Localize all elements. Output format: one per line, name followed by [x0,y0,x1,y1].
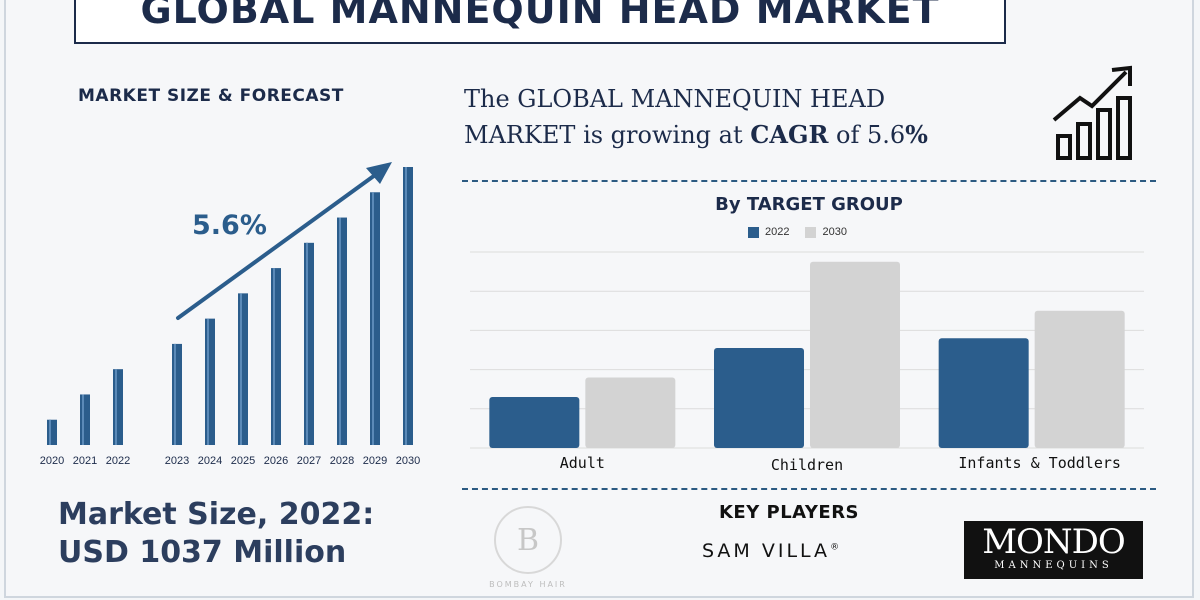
forecast-tick-label: 2024 [198,455,222,467]
forecast-bar-2028 [337,217,347,445]
sam-villa-logo: SAM VILLA® [702,540,839,562]
market-size-line1: Market Size, 2022: [58,497,375,532]
forecast-bar-body [205,318,215,445]
mondo-line2: MANNEQUINS [994,560,1113,571]
forecast-bar-highlight [115,369,117,445]
forecast-tick-label: 2029 [363,455,387,467]
forecast-bar-highlight [174,343,176,445]
forecast-bar-highlight [82,394,84,445]
forecast-bar-body [304,242,314,445]
headline-pct: % [905,120,928,149]
forecast-chart: 2020 2021 2022 2023 2024 2025 2026 2027 2028 2029… [40,162,420,467]
bombay-hair-logo: B BOMBAY HAIR [476,506,580,589]
forecast-bar-highlight [339,217,341,445]
forecast-tick-label: 2020 [40,455,64,467]
bombay-hair-monogram: B [494,506,562,574]
sam-villa-mark: ® [830,542,840,553]
bar-2030-children [810,261,900,448]
forecast-bar-2026 [271,268,281,445]
mondo-mannequins-logo: MONDO MANNEQUINS [964,521,1143,579]
sam-villa-text: SAM VILLA [702,540,831,562]
forecast-bar-body [113,369,123,445]
bar-2030-adult [585,377,676,448]
bombay-initials: B [516,522,540,558]
bombay-hair-name: BOMBAY HAIR [489,580,567,589]
forecast-bar-highlight [207,318,209,445]
headline-part1: The GLOBAL MANNEQUIN HEAD [464,85,886,113]
divider-top [462,180,1156,182]
forecast-bar-body [238,293,248,445]
forecast-tick-label: 2021 [73,455,97,467]
forecast-tick-label: 2023 [165,455,189,467]
title-banner: GLOBAL MANNEQUIN HEAD MARKET [74,0,1006,44]
trend-arrow-icon [176,162,392,320]
forecast-subtitle: MARKET SIZE & FORECAST [78,86,344,106]
forecast-bar-highlight [49,419,51,445]
category-label: Infants & Toddlers [958,454,1121,472]
forecast-bar-highlight [372,192,374,445]
page-title: GLOBAL MANNEQUIN HEAD MARKET [140,0,940,32]
forecast-bar-body [47,419,57,445]
forecast-bar-highlight [405,167,407,445]
headline-part2: MARKET is growing at [464,121,751,149]
forecast-bar-body [172,343,182,445]
forecast-bar-2022 [113,369,123,445]
forecast-bar-2023 [172,343,182,445]
forecast-tick-label: 2022 [106,455,130,467]
forecast-bar-body [403,167,413,445]
forecast-bar-2020 [47,419,57,445]
category-label: Adult [560,454,605,472]
headline-part3: of 5.6 [828,121,906,149]
forecast-tick-label: 2027 [297,455,321,467]
legend-swatch-2022 [748,226,759,238]
forecast-bar-2027 [304,242,314,445]
market-size-line2: USD 1037 Million [58,535,347,570]
forecast-bar-body [370,192,380,445]
target-group-legend: 2022 2030 [748,226,847,238]
forecast-tick-label: 2028 [330,455,354,467]
market-size-text: Market Size, 2022: USD 1037 Million [58,496,374,572]
bar-2022-children [714,348,804,448]
bar-chart-growth-arrow-icon [1052,65,1132,160]
legend-item-2022: 2022 [748,226,789,238]
forecast-bar-body [271,268,281,445]
legend-item-2030: 2030 [805,226,847,238]
forecast-tick-label: 2026 [264,455,288,467]
forecast-bar-2025 [238,293,248,445]
headline: The GLOBAL MANNEQUIN HEAD MARKET is grow… [464,82,984,153]
forecast-bar-2030 [403,167,413,445]
forecast-bar-highlight [306,242,308,445]
forecast-bar-2021 [80,394,90,445]
mondo-line1: MONDO [982,522,1126,562]
forecast-bar-highlight [273,268,275,445]
forecast-cagr-label: 5.6% [192,210,267,241]
category-label: Children [771,456,843,474]
legend-swatch-2030 [805,226,817,238]
legend-label-2030: 2030 [822,226,847,238]
key-players-title: KEY PLAYERS [718,502,860,523]
forecast-bar-body [80,394,90,445]
forecast-bar-body [337,217,347,445]
bar-2022-adult [489,397,580,448]
forecast-tick-label: 2030 [396,455,420,467]
headline-cagr: CAGR [750,120,829,149]
bar-2022-infants-toddlers [938,338,1029,448]
bar-2030-infants-toddlers [1034,310,1125,448]
forecast-bar-2029 [370,192,380,445]
target-group-chart: Adult Children Infants & Toddlers [470,251,1144,474]
divider-bottom [462,488,1156,490]
forecast-tick-label: 2025 [231,455,255,467]
forecast-bar-highlight [240,293,242,445]
legend-label-2022: 2022 [765,226,790,238]
target-group-title: By TARGET GROUP [715,194,903,215]
forecast-bar-2024 [205,318,215,445]
